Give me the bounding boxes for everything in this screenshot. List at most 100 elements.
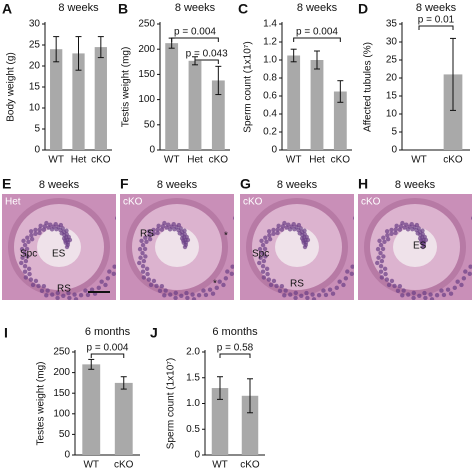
y-tick-label: 100: [138, 94, 155, 105]
nucleus: [28, 229, 34, 234]
panel-title: 8 weeks: [175, 2, 216, 14]
y-tick-label: 50: [144, 119, 156, 130]
nucleus: [400, 293, 405, 298]
nucleus: [163, 288, 168, 293]
nucleus: [19, 246, 25, 252]
nucleus: [27, 271, 32, 277]
nucleus: [168, 292, 173, 297]
nucleus: [44, 220, 49, 226]
panel-title: 8 weeks: [277, 179, 318, 191]
nucleus: [381, 235, 386, 240]
nucleus: [214, 285, 219, 291]
nucleus: [276, 223, 281, 229]
y-tick-label: 250: [138, 19, 155, 30]
nucleus: [61, 293, 66, 299]
nucleus: [445, 287, 451, 292]
y-tick-label: 2.0: [186, 347, 200, 358]
nucleus: [41, 227, 47, 232]
y-axis-label: Testis weight (mg): [121, 47, 132, 128]
nucleus: [267, 236, 273, 242]
error-bar: [217, 376, 223, 400]
nucleus: [337, 279, 342, 284]
nucleus: [327, 287, 333, 292]
nucleus: [257, 246, 263, 252]
nucleus: [201, 288, 206, 293]
nucleus: [415, 231, 420, 236]
nucleus: [115, 216, 116, 220]
nucleus: [263, 254, 268, 259]
y-tick-label: 20: [386, 73, 398, 84]
nucleus: [142, 246, 148, 252]
nucleus: [164, 225, 169, 230]
nucleus: [173, 290, 179, 296]
nucleus: [39, 288, 45, 294]
nucleus: [394, 223, 399, 229]
nucleus: [459, 282, 464, 288]
nucleus: [25, 254, 30, 259]
nucleus: [177, 231, 182, 236]
nucleus: [103, 282, 108, 288]
nucleus: [288, 292, 293, 297]
panel-title: 8 weeks: [297, 2, 338, 14]
nucleus: [316, 292, 322, 298]
nucleus: [400, 220, 405, 226]
nucleus: [266, 229, 272, 234]
y-tick-label: 1.4: [263, 19, 277, 30]
nucleus: [260, 242, 266, 248]
nucleus: [323, 292, 329, 298]
nucleus: [279, 227, 285, 232]
y-axis-label: Sperm count (1x10⁷): [166, 358, 177, 449]
nucleus: [59, 231, 64, 236]
nucleus: [179, 236, 185, 241]
y-axis-label: Sperm count (1x10⁷): [243, 41, 254, 132]
nucleus: [72, 292, 77, 297]
nucleus: [379, 258, 385, 264]
nucleus: [140, 264, 146, 269]
nucleus: [159, 283, 165, 289]
nucleus: [428, 292, 433, 297]
nucleus: [46, 225, 51, 230]
nucleus: [389, 231, 394, 236]
panel-letter: F: [120, 176, 129, 192]
nucleus: [271, 278, 277, 284]
nucleus: [382, 239, 387, 244]
nucleus: [233, 216, 234, 220]
nucleus: [260, 269, 266, 274]
error-bar: [88, 358, 95, 370]
nucleus: [89, 287, 95, 292]
nucleus: [311, 297, 317, 300]
nucleus: [304, 290, 309, 296]
bar: [72, 53, 85, 150]
significance-bracket: [219, 353, 251, 358]
nucleus: [405, 227, 411, 232]
nucleus: [147, 236, 153, 242]
significance-bracket: [194, 59, 219, 64]
nucleus: [397, 227, 403, 232]
nucleus: [155, 230, 160, 236]
nucleus: [139, 238, 144, 244]
nucleus: [19, 260, 24, 266]
y-tick-label: 0: [271, 145, 277, 156]
cell-label: *: [213, 279, 217, 290]
panel-title: 8 weeks: [58, 2, 99, 14]
bar: [333, 91, 347, 150]
y-tick-label: 150: [53, 388, 70, 399]
nucleus: [112, 264, 116, 269]
nucleus: [144, 266, 150, 272]
nucleus: [468, 264, 472, 269]
nucleus: [334, 285, 339, 291]
nucleus: [417, 293, 422, 299]
panel-letter: H: [358, 176, 368, 192]
nucleus: [383, 271, 388, 277]
nucleus: [30, 282, 36, 288]
nucleus: [378, 242, 384, 248]
histology-image: [358, 194, 472, 300]
nucleus: [67, 295, 72, 300]
y-tick-label: 1.2: [263, 37, 277, 48]
y-tick-label: 200: [138, 44, 155, 55]
x-tick-label: cKO: [443, 155, 463, 166]
nucleus: [402, 225, 407, 230]
nucleus: [378, 269, 384, 274]
nucleus: [55, 295, 60, 300]
y-tick-label: 250: [53, 347, 70, 358]
